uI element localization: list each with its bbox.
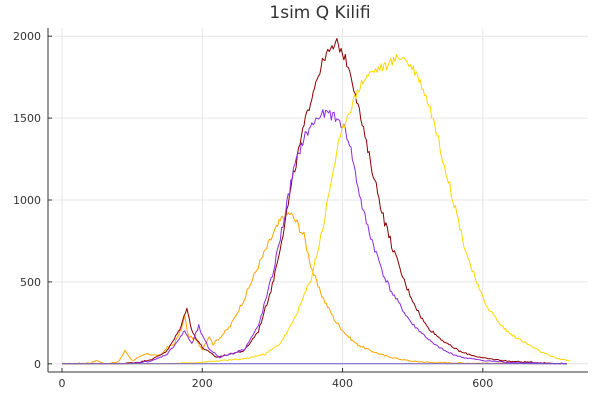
y-tick-label: 0	[34, 358, 41, 371]
series-line-3	[62, 109, 568, 365]
x-tick-label: 0	[59, 377, 66, 390]
x-tick-label: 400	[332, 377, 353, 390]
x-tick-label: 200	[192, 377, 213, 390]
chart-title: 1sim Q Kilifi	[269, 3, 370, 23]
x-tick-label: 600	[472, 377, 493, 390]
series-line-2	[62, 38, 567, 365]
y-tick-label: 2000	[13, 30, 41, 43]
y-tick-label: 500	[20, 276, 41, 289]
series-line-4	[62, 54, 571, 365]
y-tick-label: 1500	[13, 112, 41, 125]
series-line-1	[61, 210, 568, 365]
tick-labels: 0 200 400 600 0 500 1000 1500 2000	[13, 30, 493, 390]
series-layer	[61, 38, 571, 365]
grid	[48, 28, 588, 372]
y-tick-label: 1000	[13, 194, 41, 207]
